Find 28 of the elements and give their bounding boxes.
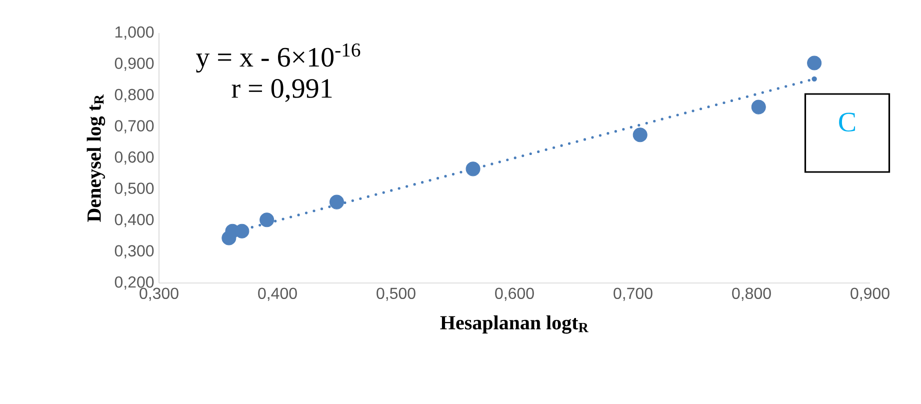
point [466, 162, 480, 176]
annotation: y = x - 6×10$^{-16}$ [196, 43, 360, 73]
point [329, 194, 344, 210]
x-tick-label: 0,900 [850, 288, 890, 301]
point [632, 128, 648, 142]
point [812, 76, 817, 82]
y-tick-label: 0,300 [114, 245, 154, 258]
x-tick-label: 0,700 [614, 288, 652, 301]
x-tick-label: 0,500 [376, 288, 416, 301]
x-tick-label: 0,300 [140, 288, 178, 301]
point [807, 56, 822, 70]
point [260, 212, 274, 228]
y-tick-label: 1,000 [115, 26, 154, 40]
annotation: r = 0,991 [232, 79, 332, 102]
text: Deneysel log t$_{R}$ [86, 94, 106, 222]
y-tick-label: 0,700 [114, 120, 154, 134]
y-tick-label: 0,600 [114, 151, 154, 165]
y-tick-label: 0,800 [114, 88, 154, 102]
y-tick-label: 0,500 [114, 182, 154, 196]
y-tick-label: 0,200 [114, 276, 154, 290]
x-tick-label: 0,600 [495, 288, 534, 301]
y-tick-label: 0,900 [114, 58, 154, 71]
point [751, 100, 766, 114]
x-tick-label: 0,400 [258, 288, 297, 301]
y-tick-label: 0,400 [114, 214, 154, 228]
text: Hesaplanan logt$_{R}$ [440, 315, 589, 334]
x-tick-label: 0,800 [732, 288, 771, 301]
annotation: C [839, 112, 856, 132]
